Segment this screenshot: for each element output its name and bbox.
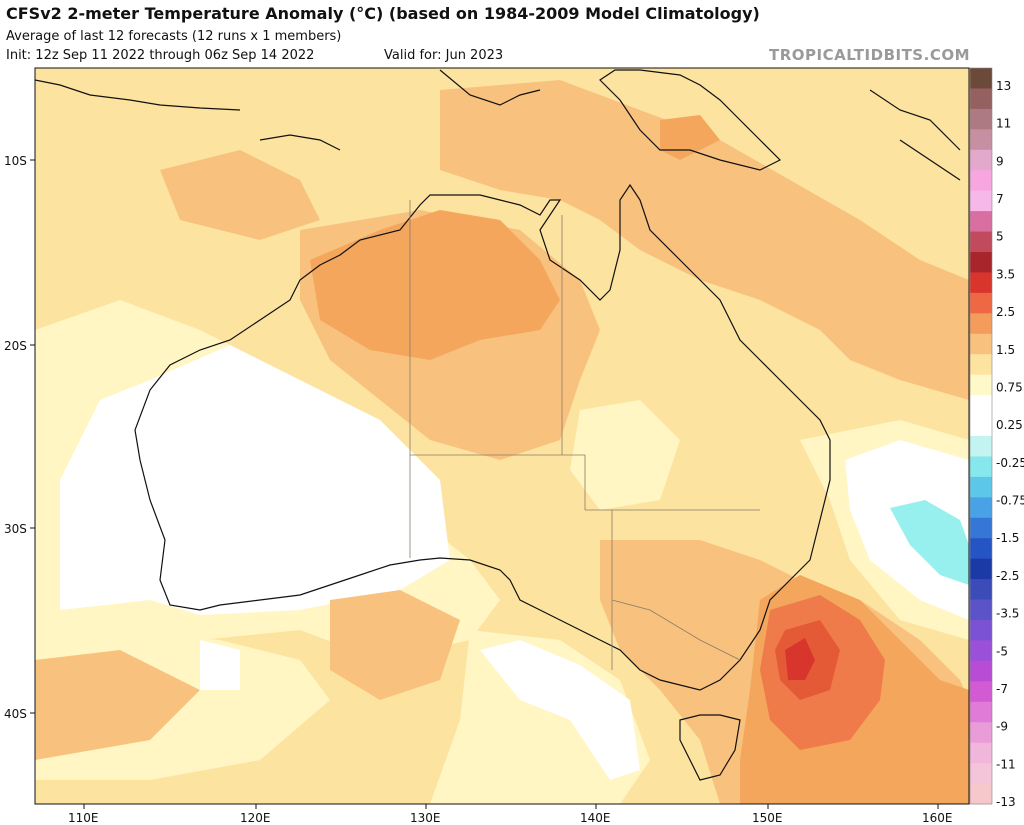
- colorbar-label: -13: [996, 795, 1016, 809]
- colorbar-swatch: [970, 88, 992, 110]
- state-borders: [409, 200, 760, 670]
- colorbar-swatch: [970, 558, 992, 580]
- colorbar-swatch: [970, 68, 992, 89]
- colorbar-swatch: [970, 252, 992, 273]
- lat-label: 10S: [4, 154, 27, 168]
- colorbar-label: 1.5: [996, 343, 1015, 357]
- colorbar-swatch: [970, 272, 992, 294]
- colorbar-label: 0.25: [996, 418, 1023, 432]
- lon-label: 150E: [752, 811, 783, 825]
- colorbar-label: 0.75: [996, 380, 1023, 394]
- colorbar-swatch: [970, 108, 992, 130]
- lat-label: 40S: [4, 707, 27, 721]
- coastlines: [35, 69, 961, 781]
- colorbar-swatch: [970, 476, 992, 498]
- colorbar-swatch: [970, 701, 992, 723]
- lon-label: 110E: [68, 811, 99, 825]
- lon-label: 160E: [922, 811, 953, 825]
- colorbar-swatch: [970, 129, 992, 151]
- colorbar-swatch: [970, 333, 992, 355]
- subtitle: Average of last 12 forecasts (12 runs x …: [6, 29, 342, 44]
- colorbar-label: 2.5: [996, 305, 1015, 319]
- colorbar-swatch: [970, 436, 992, 457]
- colorbar-label: -3.5: [996, 607, 1019, 621]
- colorbar-swatch: [970, 497, 992, 519]
- map-frame: [34, 67, 970, 805]
- colorbar-swatch: [970, 763, 992, 785]
- colorbar-swatch: [970, 211, 992, 233]
- colorbar: [969, 67, 993, 805]
- colorbar-label: -7: [996, 682, 1008, 696]
- colorbar-label: -9: [996, 720, 1008, 734]
- colorbar-label: -11: [996, 757, 1016, 771]
- colorbar-swatch: [970, 599, 992, 621]
- colorbar-swatch: [970, 415, 992, 437]
- colorbar-swatch: [970, 660, 992, 682]
- latitude-ticks: [30, 159, 35, 714]
- colorbar-label: 7: [996, 192, 1004, 206]
- lon-label: 130E: [410, 811, 441, 825]
- colorbar-swatch: [970, 395, 992, 417]
- colorbar-frame: [969, 67, 993, 805]
- colorbar-labels: 13 11 9 7 5 3.5 2.5 1.5 0.75 0.25 -0.25 -0.75 -1.5 -2…: [996, 79, 1024, 809]
- colorbar-label: 13: [996, 79, 1011, 93]
- colorbar-swatch: [970, 538, 992, 560]
- colorbar-swatch: [970, 292, 992, 314]
- longitude-labels: 110E 120E 130E 140E 150E 160E: [68, 811, 953, 825]
- colorbar-label: -0.25: [996, 456, 1024, 470]
- colorbar-label: 3.5: [996, 267, 1015, 281]
- colorbar-label: -0.75: [996, 494, 1024, 508]
- colorbar-swatch: [970, 783, 992, 805]
- colorbar-label: -2.5: [996, 569, 1019, 583]
- colorbar-swatch: [970, 517, 992, 539]
- colorbar-swatch: [970, 170, 992, 192]
- colorbar-swatch: [970, 231, 992, 253]
- colorbar-swatch: [970, 620, 992, 641]
- colorbar-swatch: [970, 149, 992, 171]
- colorbar-swatch: [970, 742, 992, 764]
- init-time: Init: 12z Sep 11 2022 through 06z Sep 14…: [6, 48, 315, 63]
- lon-label: 120E: [240, 811, 271, 825]
- colorbar-swatch: [970, 354, 992, 376]
- colorbar-label: -1.5: [996, 531, 1019, 545]
- brand-watermark: TROPICALTIDBITS.COM: [769, 46, 970, 64]
- lon-label: 140E: [580, 811, 611, 825]
- colorbar-swatch: [970, 722, 992, 744]
- page-title: CFSv2 2-meter Temperature Anomaly (°C) (…: [6, 4, 760, 23]
- colorbar-swatch: [970, 681, 992, 703]
- anomaly-field: [35, 68, 969, 804]
- lat-label: 30S: [4, 522, 27, 536]
- colorbar-swatch: [970, 374, 992, 396]
- colorbar-label: 9: [996, 154, 1004, 168]
- longitude-ticks: [83, 804, 939, 809]
- lat-label: 20S: [4, 339, 27, 353]
- colorbar-swatch: [970, 640, 992, 662]
- colorbar-swatch: [970, 190, 992, 212]
- valid-time: Valid for: Jun 2023: [384, 48, 504, 63]
- colorbar-swatch: [970, 313, 992, 335]
- latitude-labels: 10S 20S 30S 40S: [4, 154, 27, 721]
- colorbar-label: 5: [996, 230, 1004, 244]
- colorbar-label: 11: [996, 117, 1011, 131]
- colorbar-swatch: [970, 579, 992, 601]
- colorbar-swatch: [970, 456, 992, 478]
- colorbar-label: -5: [996, 644, 1008, 658]
